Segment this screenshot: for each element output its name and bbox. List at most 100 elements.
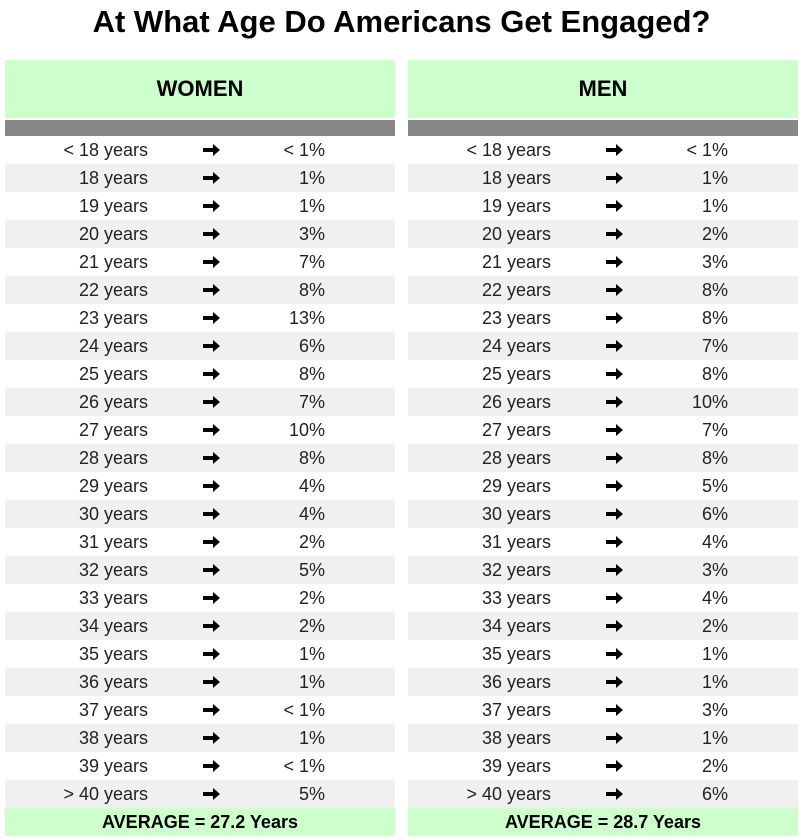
age-label: 26 years (481, 392, 551, 412)
percentage: 2% (298, 588, 325, 608)
age-label: 36 years (481, 672, 551, 692)
arrow-icon (606, 340, 623, 352)
arrow-icon (606, 536, 623, 548)
arrow-icon (203, 508, 220, 520)
age-label: 20 years (481, 224, 551, 244)
age-label: 35 years (481, 644, 551, 664)
table-row: 26 years 10% (408, 388, 798, 416)
age-label: 23 years (481, 308, 551, 328)
table-row: 34 years 2% (5, 612, 395, 640)
table-row: 21 years 7% (5, 248, 395, 276)
arrow-icon (606, 452, 623, 464)
percentage: 5% (701, 476, 728, 496)
table-row: < 18 years < 1% (5, 136, 395, 164)
table-row: 32 years 3% (408, 556, 798, 584)
percentage: 1% (701, 168, 728, 188)
age-label: 34 years (481, 616, 551, 636)
table-row: 39 years 2% (408, 752, 798, 780)
age-label: 19 years (78, 196, 148, 216)
age-label: < 18 years (466, 140, 551, 160)
arrow-icon (606, 704, 623, 716)
table-row: 30 years 4% (5, 500, 395, 528)
percentage: < 1% (283, 700, 325, 720)
panel-header: WOMEN (5, 60, 395, 118)
separator-bar (408, 120, 798, 136)
arrow-icon (606, 200, 623, 212)
arrow-icon (606, 648, 623, 660)
age-label: > 40 years (466, 784, 551, 804)
age-label: 21 years (78, 252, 148, 272)
arrow-icon (203, 396, 220, 408)
age-label: 30 years (78, 504, 148, 524)
arrow-icon (606, 256, 623, 268)
table-row: 27 years 10% (5, 416, 395, 444)
title: At What Age Do Americans Get Engaged? (92, 4, 711, 39)
table-row: 28 years 8% (408, 444, 798, 472)
age-label: 31 years (78, 532, 148, 552)
age-label: 29 years (481, 476, 551, 496)
age-label: 35 years (78, 644, 148, 664)
age-label: 32 years (481, 560, 551, 580)
arrow-icon (606, 788, 623, 800)
arrow-icon (203, 676, 220, 688)
table-row: 28 years 8% (5, 444, 395, 472)
table-row: 25 years 8% (5, 360, 395, 388)
arrow-icon (203, 788, 220, 800)
table-row: 31 years 2% (5, 528, 395, 556)
percentage: 8% (701, 364, 728, 384)
age-label: 19 years (481, 196, 551, 216)
table-row: 20 years 3% (5, 220, 395, 248)
table-row: 29 years 5% (408, 472, 798, 500)
arrow-icon (203, 564, 220, 576)
arrow-icon (606, 620, 623, 632)
percentage: 8% (701, 280, 728, 300)
arrow-icon (606, 368, 623, 380)
table-row: > 40 years 5% (5, 780, 395, 808)
percentage: 4% (701, 532, 728, 552)
table-row: 31 years 4% (408, 528, 798, 556)
arrow-icon (203, 760, 220, 772)
arrow-icon (606, 144, 623, 156)
percentage: 7% (701, 420, 728, 440)
average: AVERAGE = 27.2 Years (5, 808, 395, 836)
percentage: 1% (701, 672, 728, 692)
percentage: 3% (701, 700, 728, 720)
arrow-icon (606, 284, 623, 296)
age-label: 27 years (78, 420, 148, 440)
table-row: 30 years 6% (408, 500, 798, 528)
percentage: < 1% (283, 140, 325, 160)
percentage: 6% (701, 784, 728, 804)
average: AVERAGE = 28.7 Years (408, 808, 798, 836)
percentage: 4% (701, 588, 728, 608)
arrow-icon (606, 424, 623, 436)
arrow-icon (203, 172, 220, 184)
age-label: 37 years (78, 700, 148, 720)
arrow-icon (203, 368, 220, 380)
percentage: 4% (298, 504, 325, 524)
table-row: 35 years 1% (5, 640, 395, 668)
percentage: < 1% (686, 140, 728, 160)
age-label: 22 years (481, 280, 551, 300)
percentage: 3% (701, 560, 728, 580)
separator-bar (5, 120, 395, 136)
arrow-icon (606, 760, 623, 772)
percentage: 13% (288, 308, 325, 328)
percentage: 5% (298, 560, 325, 580)
arrow-icon (203, 340, 220, 352)
age-label: 24 years (481, 336, 551, 356)
age-label: 25 years (481, 364, 551, 384)
percentage: 7% (298, 252, 325, 272)
table-row: 27 years 7% (408, 416, 798, 444)
table-row: 21 years 3% (408, 248, 798, 276)
arrow-icon (203, 704, 220, 716)
table-row: 22 years 8% (408, 276, 798, 304)
arrow-icon (203, 732, 220, 744)
percentage: 6% (298, 336, 325, 356)
table-row: 26 years 7% (5, 388, 395, 416)
age-label: 18 years (481, 168, 551, 188)
age-label: 37 years (481, 700, 551, 720)
age-label: 39 years (78, 756, 148, 776)
percentage: 8% (701, 308, 728, 328)
age-label: 34 years (78, 616, 148, 636)
arrow-icon (606, 480, 623, 492)
